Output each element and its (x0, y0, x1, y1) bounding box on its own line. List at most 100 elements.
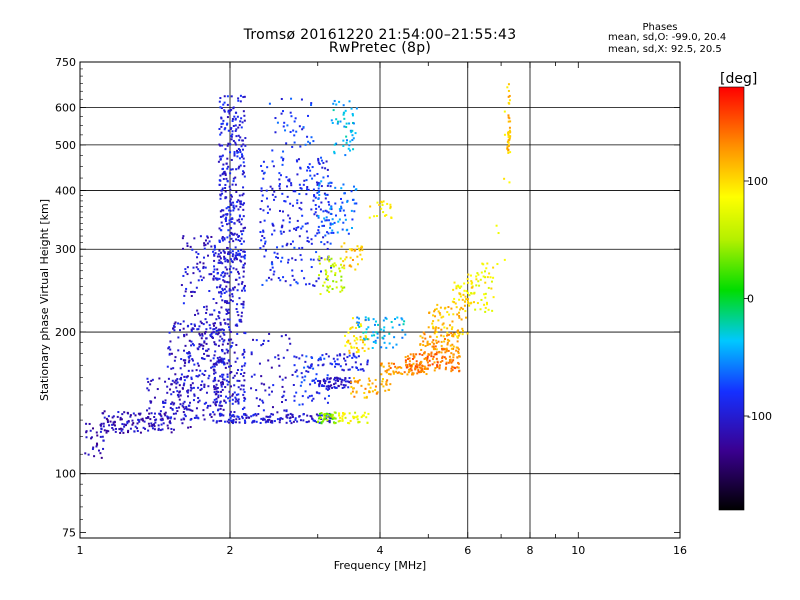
scatter-point (436, 361, 439, 364)
scatter-point (216, 356, 219, 359)
scatter-point (381, 201, 384, 204)
scatter-point (229, 330, 232, 333)
scatter-point (222, 408, 225, 411)
scatter-point (348, 354, 351, 357)
scatter-point (163, 412, 166, 415)
scatter-point (455, 285, 458, 288)
scatter-point (354, 326, 357, 329)
scatter-point (217, 261, 220, 264)
scatter-point (380, 207, 383, 210)
scatter-point (380, 373, 383, 376)
scatter-point (221, 289, 224, 292)
colorbar-tick-label: -100 (747, 410, 772, 423)
scatter-point (410, 366, 413, 369)
scatter-point (235, 251, 238, 254)
scatter-point (129, 415, 132, 418)
scatter-point (227, 311, 230, 314)
scatter-point (391, 326, 394, 329)
scatter-point (282, 219, 285, 222)
scatter-point (223, 128, 226, 131)
scatter-point (428, 311, 431, 314)
scatter-point (315, 413, 318, 416)
scatter-point (214, 343, 217, 346)
scatter-point (341, 378, 344, 381)
scatter-point (119, 418, 122, 421)
scatter-point (322, 385, 325, 388)
scatter-point (456, 340, 459, 343)
scatter-point (507, 116, 510, 119)
scatter-point (446, 311, 449, 314)
scatter-point (294, 418, 297, 421)
scatter-point (225, 216, 228, 219)
scatter-point (111, 427, 114, 430)
scatter-point (174, 373, 177, 376)
scatter-point (418, 363, 421, 366)
scatter-point (216, 333, 219, 336)
scatter-point (209, 335, 212, 338)
scatter-point (440, 316, 443, 319)
scatter-point (334, 382, 337, 385)
scatter-point (234, 141, 237, 144)
scatter-point (214, 386, 217, 389)
scatter-point (434, 326, 437, 329)
scatter-point (451, 334, 454, 337)
scatter-point (186, 242, 189, 245)
scatter-point (381, 204, 384, 207)
scatter-point (99, 424, 102, 427)
scatter-point (95, 431, 98, 434)
scatter-point (431, 358, 434, 361)
scatter-point (188, 351, 191, 354)
scatter-point (255, 414, 258, 417)
scatter-point (337, 379, 340, 382)
scatter-point (202, 414, 205, 417)
scatter-point (223, 238, 226, 241)
scatter-point (259, 421, 262, 424)
scatter-point (333, 262, 336, 265)
scatter-point (219, 158, 222, 161)
scatter-point (223, 255, 226, 258)
scatter-point (224, 174, 227, 177)
scatter-point (432, 339, 435, 342)
scatter-point (174, 321, 177, 324)
scatter-point (308, 142, 311, 145)
scatter-point (270, 278, 273, 281)
scatter-point (508, 129, 511, 132)
scatter-point (226, 103, 229, 106)
scatter-point (404, 359, 407, 362)
scatter-point (244, 226, 247, 229)
scatter-point (344, 380, 347, 383)
scatter-point (105, 429, 108, 432)
scatter-point (215, 318, 218, 321)
scatter-point (212, 380, 215, 383)
scatter-point (306, 188, 309, 191)
scatter-point (210, 415, 213, 418)
scatter-point (386, 379, 389, 382)
scatter-point (157, 424, 160, 427)
scatter-point (355, 346, 358, 349)
scatter-point (307, 140, 310, 143)
scatter-point (339, 365, 342, 368)
scatter-point (177, 395, 180, 398)
scatter-point (173, 359, 176, 362)
scatter-point (471, 281, 474, 284)
scatter-point (169, 422, 172, 425)
scatter-point (326, 168, 329, 171)
scatter-point (228, 219, 231, 222)
scatter-point (143, 420, 146, 423)
scatter-point (221, 376, 224, 379)
scatter-point (220, 116, 223, 119)
scatter-point (147, 389, 150, 392)
scatter-point (220, 357, 223, 360)
scatter-point (439, 313, 442, 316)
scatter-point (193, 394, 196, 397)
scatter-point (408, 357, 411, 360)
scatter-point (466, 300, 469, 303)
scatter-point (401, 329, 404, 332)
scatter-point (219, 375, 222, 378)
scatter-point (353, 346, 356, 349)
scatter-point (228, 399, 231, 402)
scatter-point (429, 335, 432, 338)
scatter-point (438, 366, 441, 369)
scatter-point (360, 258, 363, 261)
scatter-point (222, 414, 225, 417)
